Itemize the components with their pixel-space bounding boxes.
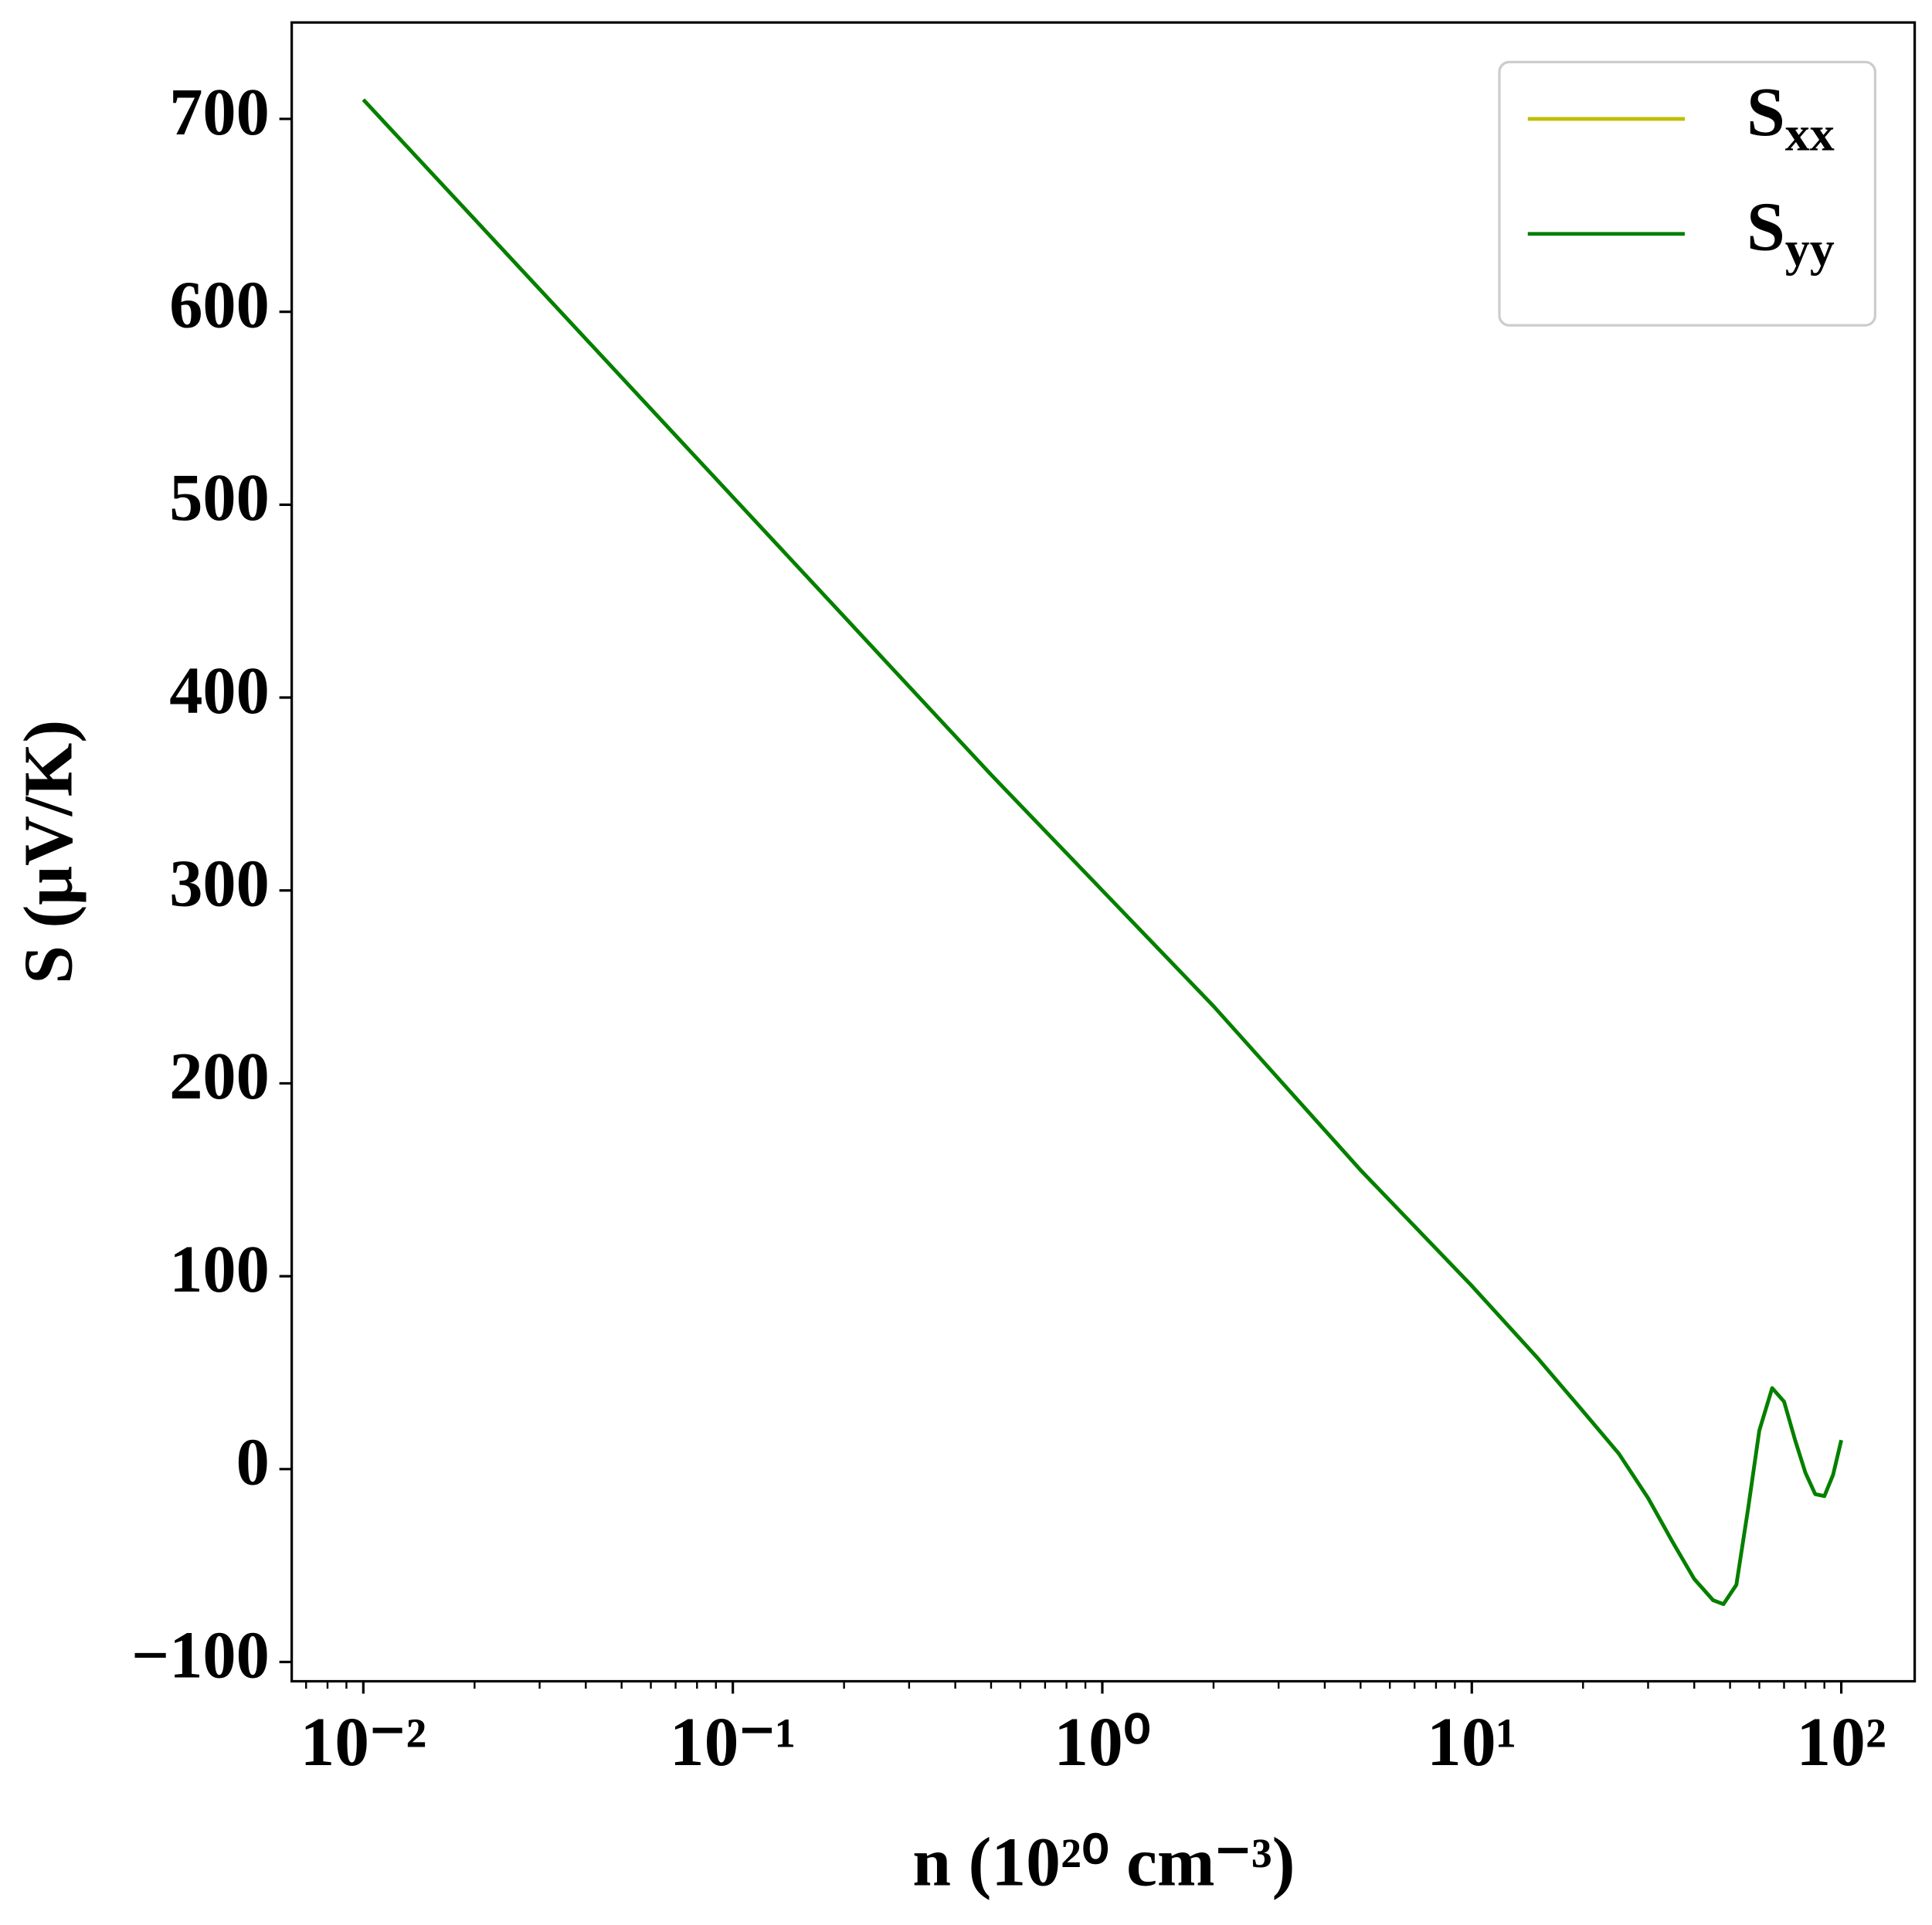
y-tick-label: 100 — [169, 1232, 270, 1306]
x-tick-label: 10¹ — [1427, 1704, 1516, 1781]
legend-label: Syy — [1747, 188, 1835, 276]
x-tick-label: 10⁰ — [1054, 1704, 1151, 1781]
plot-frame — [290, 21, 1917, 1683]
y-tick-label: 500 — [169, 460, 270, 535]
y-tick-label: 700 — [169, 75, 270, 149]
y-tick-label: −100 — [131, 1618, 270, 1692]
x-tick-label: 10² — [1796, 1704, 1886, 1781]
legend-box — [1498, 60, 1876, 327]
y-tick-label: 400 — [169, 654, 270, 728]
x-tick-label: 10⁻¹ — [670, 1704, 796, 1781]
y-tick-label: 600 — [169, 267, 270, 341]
y-tick-label: 200 — [169, 1039, 270, 1113]
x-axis-label: n (10²⁰ cm⁻³) — [912, 1824, 1295, 1900]
line-series — [362, 98, 1843, 1606]
x-tick-label: 10⁻² — [300, 1704, 426, 1781]
y-tick-label: 300 — [169, 847, 270, 921]
y-tick-label: 0 — [236, 1425, 270, 1499]
y-axis-label: S (μV/K) — [11, 720, 87, 984]
legend-label: Sxx — [1747, 73, 1835, 161]
